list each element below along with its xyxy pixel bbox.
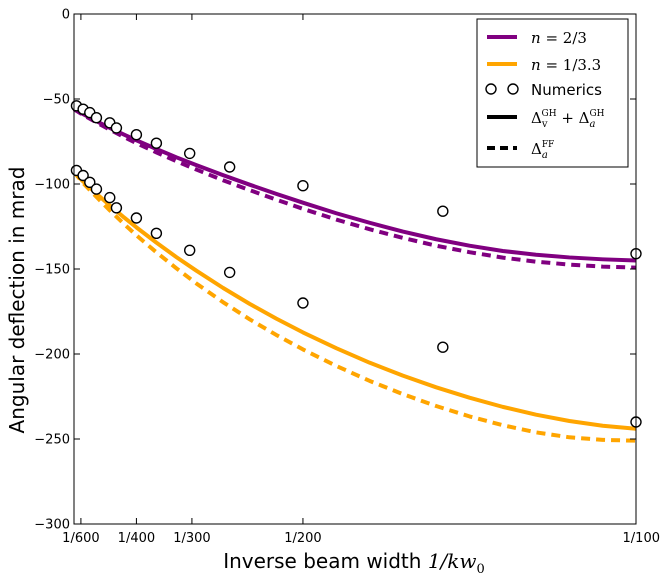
- series-line-3: [72, 170, 637, 443]
- legend: n = 2/3 n = 1/3.3 Numerics ΔvGH + ΔaGH Δ…: [476, 18, 629, 168]
- x-axis-label-sub: 0: [477, 562, 485, 577]
- numerics-point-21: [183, 244, 196, 257]
- plot-area: [70, 100, 642, 443]
- numerics-point-20: [150, 227, 163, 240]
- y-tick-label-4: −200: [34, 348, 70, 363]
- legend-frame: [476, 18, 629, 168]
- y-tick-label-5: −250: [34, 433, 70, 448]
- legend-label-n-2-3-val: = 2/3: [541, 29, 587, 47]
- y-tick-label-6: −300: [34, 518, 70, 533]
- y-tick-label-2: −100: [34, 178, 70, 193]
- y-tick-label-0: 0: [62, 8, 70, 23]
- numerics-point-10: [297, 179, 309, 192]
- numerics-point-18: [110, 202, 123, 214]
- legend-marker-1: [485, 83, 497, 95]
- legend-label-n-2-3: n = 2/3: [531, 29, 587, 47]
- legend-label-gh-sub-v: v: [541, 119, 548, 130]
- x-tick-label-1: 1/400: [118, 531, 155, 546]
- legend-marker-2: [507, 83, 519, 95]
- x-axis-label-text: Inverse beam width: [223, 549, 428, 573]
- y-tick-label-1: −50: [43, 93, 70, 108]
- numerics-point-9: [223, 161, 236, 173]
- legend-label-ff: ΔaFF: [531, 140, 554, 161]
- legend-label-ff-sup: FF: [542, 140, 555, 150]
- x-axis-label-math: 1/kw: [428, 549, 477, 573]
- legend-label-n-1-3-3-var: n: [531, 56, 541, 74]
- numerics-point-24: [437, 341, 449, 353]
- series-line-2: [72, 170, 637, 431]
- numerics-point-19: [130, 212, 143, 224]
- legend-label-gh-sup-v: GH: [542, 109, 557, 119]
- numerics-point-11: [437, 205, 449, 217]
- legend-label-ff-delta: Δ: [531, 140, 542, 158]
- numerics-point-22: [223, 266, 236, 279]
- x-axis-label: Inverse beam width 1/kw0: [223, 549, 485, 577]
- x-tick-label-3: 1/200: [284, 531, 321, 546]
- numerics-point-6: [130, 128, 143, 141]
- legend-label-ff-sub-a: a: [542, 150, 548, 161]
- x-tick-label-0: 1/600: [62, 531, 99, 546]
- legend-label-gh-delta-v: Δ: [531, 109, 542, 127]
- legend-label-n-1-3-3-val: = 1/3.3: [541, 56, 602, 74]
- numerics-point-8: [183, 147, 196, 160]
- numerics-point-3: [90, 111, 103, 124]
- legend-label-n-1-3-3: n = 1/3.3: [531, 56, 601, 74]
- numerics-point-7: [150, 137, 163, 149]
- legend-label-gh-sub-a: a: [589, 119, 595, 130]
- legend-label-gh-plus: + Δ: [557, 109, 590, 127]
- numerics-point-15: [84, 176, 96, 189]
- legend-label-numerics: Numerics: [531, 81, 602, 99]
- y-tick-label-3: −150: [34, 263, 70, 278]
- legend-label-gh-sup-a: GH: [589, 109, 604, 119]
- numerics-point-23: [297, 297, 309, 309]
- numerics-point-16: [90, 183, 103, 195]
- legend-label-gh: ΔvGH + ΔaGH: [531, 109, 605, 130]
- numerics-point-17: [104, 191, 116, 204]
- numerics-point-5: [110, 122, 123, 134]
- y-axis-label: Angular deflection in mrad: [5, 167, 29, 434]
- x-tick-label-2: 1/300: [173, 531, 210, 546]
- x-tick-label-4: 1/100: [623, 531, 660, 546]
- series-line-1: [72, 107, 637, 270]
- legend-label-n-2-3-var: n: [531, 29, 541, 47]
- numerics-point-14: [77, 169, 89, 182]
